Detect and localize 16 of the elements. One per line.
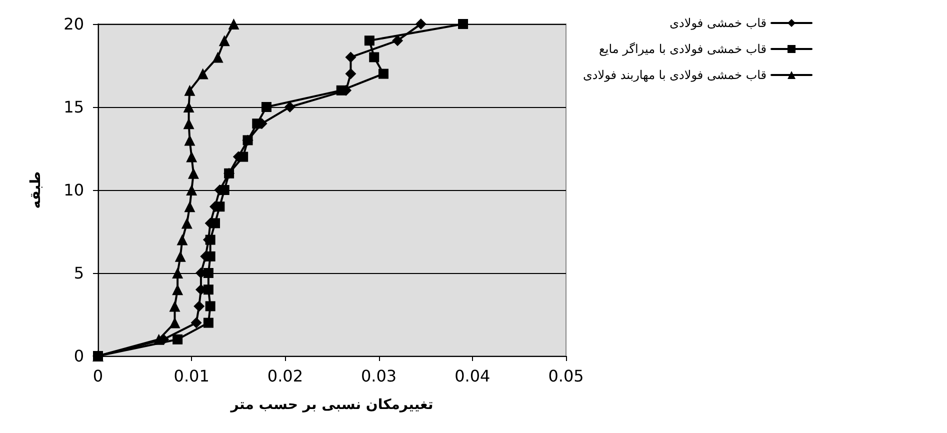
legend-label: قاب خمشی فولادی با میراگر مایع bbox=[599, 42, 767, 56]
x-axis-title: تغییرمکان نسبی بر حسب متر bbox=[230, 397, 434, 413]
x-tick-label: 0.04 bbox=[454, 366, 490, 386]
x-tick-label: 0.05 bbox=[548, 366, 584, 386]
y-tick-label: 20 bbox=[64, 14, 84, 34]
legend-label: قاب خمشی فولادی با مهاربند فولادی bbox=[582, 68, 767, 82]
y-tick-label: 0 bbox=[74, 346, 84, 366]
legend-label: قاب خمشی فولادی bbox=[670, 16, 767, 30]
y-tick-label: 5 bbox=[74, 264, 84, 282]
y-tick-label: 10 bbox=[64, 180, 84, 200]
x-tick-label: 0 bbox=[92, 366, 104, 386]
y-axis-title: طبقه bbox=[28, 171, 44, 209]
x-tick-label: 0.03 bbox=[360, 366, 397, 386]
x-tick-label: 0.01 bbox=[174, 366, 210, 386]
x-tick-label: 0.02 bbox=[267, 366, 304, 386]
y-tick-label: 15 bbox=[64, 98, 84, 116]
